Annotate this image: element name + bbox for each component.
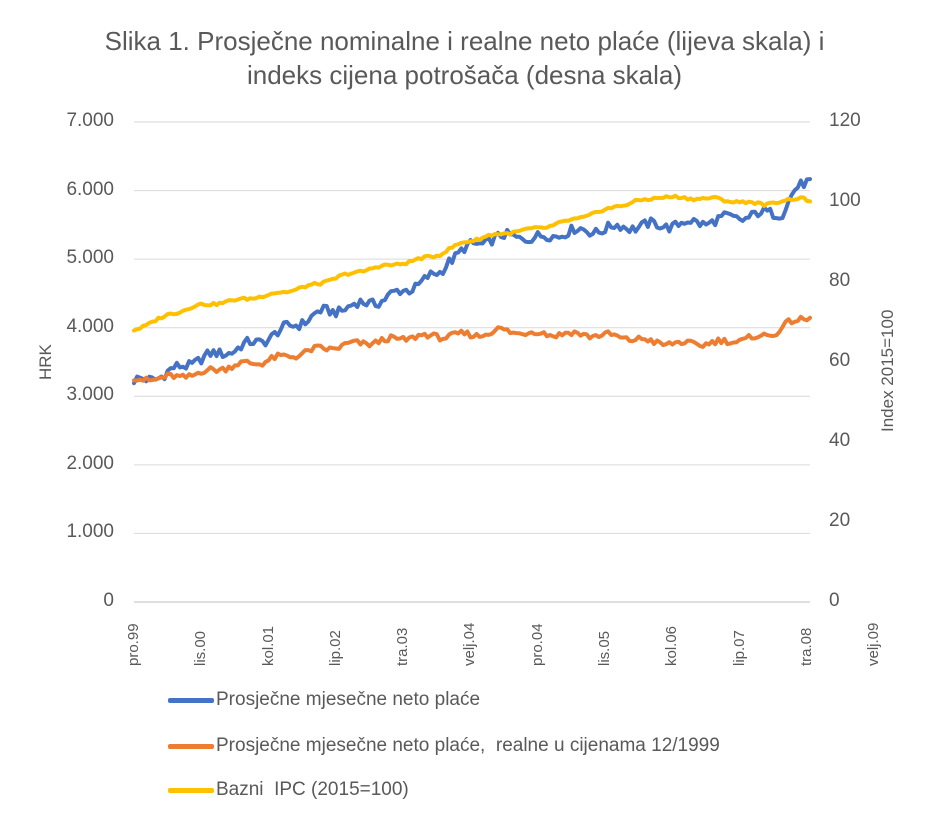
legend-swatch-orange [168,743,214,749]
x-tick-label: pro.04 [528,623,546,666]
y-left-tick-label: 0 [103,590,114,611]
series-line-nominal [132,177,812,386]
y-left-tick-label: 6.000 [66,178,114,200]
y-right-tick-label: 80 [829,270,851,291]
y-left-tick-label: 1.000 [66,521,114,543]
y-left-tick-label: 5.000 [66,247,114,269]
y-left-tick-label: 7.000 [66,110,114,131]
legend-label-nominal: Prosječne mjesečne neto plaće [216,689,481,710]
x-tick-label: lip.07 [730,630,748,666]
x-tick-label: lis.05 [596,630,614,666]
x-tick-label: pro.99 [125,623,142,666]
x-tick-label: kol.01 [259,625,277,666]
legend-swatch-blue [168,697,214,703]
y-right-tick-label: 60 [829,350,851,371]
y-right-tick-label: 0 [829,590,840,611]
x-tick-label: tra.03 [394,627,412,666]
series-line-real [132,314,812,383]
x-tick-label: tra.08 [797,627,815,666]
x-tick-label: velj.09 [865,622,883,666]
legend-swatch-yellow [168,787,214,793]
y-right-tick-label: 40 [829,430,851,451]
x-tick-label: lis.00 [192,630,210,666]
x-tick-label: lip.02 [326,630,344,666]
y-left-tick-label: 3.000 [66,384,114,406]
legend-item-cpi: Bazni IPC (2015=100) [168,778,409,802]
legend-item-nominal: Prosječne mjesečne neto plaće [168,688,480,712]
x-tick-label: kol.06 [663,625,681,666]
y-left-tick-label: 2.000 [66,452,114,474]
legend-item-real: Prosječne mjesečne neto plaće, realne u … [168,734,720,758]
y-right-tick-label: 20 [829,510,851,531]
chart-title-line-2: indeks cijena potrošača (desna skala) [246,60,683,90]
series-line-cpi [132,193,812,333]
legend-label-cpi: Bazni IPC (2015=100) [216,779,409,800]
x-tick-label: velj.04 [461,622,479,666]
y-right-tick-label: 120 [829,110,861,131]
y-left-tick-label: 4.000 [66,315,114,337]
y-right-tick-label: 100 [829,190,861,211]
legend-label-real: Prosječne mjesečne neto plaće, realne u … [216,735,720,756]
chart-title-line-1: Slika 1. Prosječne nominalne i realne ne… [104,26,825,56]
